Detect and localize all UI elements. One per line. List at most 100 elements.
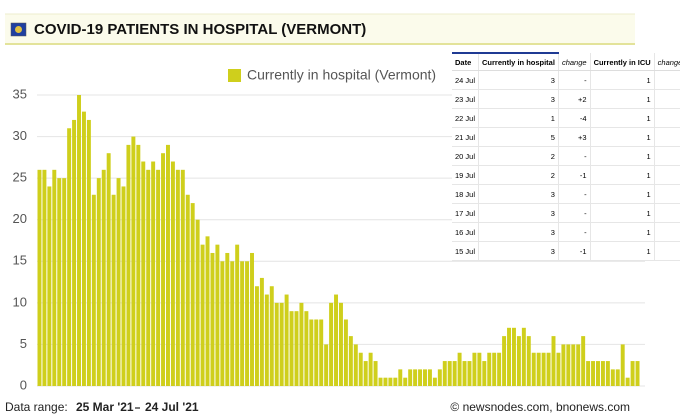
bar	[57, 178, 62, 386]
bar	[531, 352, 536, 386]
bar	[200, 244, 205, 386]
table-header-cell: Currently in ICU	[589, 53, 655, 71]
table-cell: -	[653, 184, 680, 204]
y-tick-label: 10	[13, 294, 27, 309]
bar	[615, 369, 620, 386]
bar	[432, 377, 437, 386]
bar	[166, 144, 170, 386]
table-cell: -	[557, 222, 591, 242]
table-cell: 1	[478, 108, 559, 128]
bar	[81, 111, 86, 386]
table-cell: 3	[478, 203, 559, 223]
table-cell: 1	[589, 203, 655, 223]
bar	[348, 336, 353, 386]
table-cell: 3	[478, 241, 559, 261]
bar	[393, 377, 398, 386]
table-cell: -4	[557, 108, 591, 128]
y-tick-label: 25	[13, 170, 27, 185]
bar	[477, 352, 482, 386]
bar	[52, 169, 57, 386]
bar	[151, 161, 156, 386]
bar	[329, 302, 334, 386]
table-header-cell: Currently in hospital	[478, 52, 559, 71]
bar	[235, 244, 240, 386]
bar	[591, 361, 596, 386]
data-range-label: Data range:	[5, 400, 68, 414]
bar	[299, 302, 304, 386]
bar	[91, 194, 96, 386]
table-cell: -	[653, 241, 680, 261]
table-cell: -	[653, 108, 680, 128]
bar	[457, 352, 462, 386]
bar	[383, 377, 388, 386]
table-cell: 22 Jul	[452, 108, 479, 128]
table-cell: -	[653, 146, 680, 166]
source: © newsnodes.com, bnonews.com	[450, 400, 630, 414]
table-cell: +2	[557, 89, 591, 109]
bar	[363, 361, 368, 386]
bar	[37, 169, 42, 386]
bar	[526, 336, 531, 386]
bar	[546, 352, 551, 386]
bar	[62, 178, 67, 386]
chart-title: COVID-19 PATIENTS IN HOSPITAL (VERMONT)	[34, 21, 366, 38]
bar	[319, 319, 324, 386]
title-bar	[5, 14, 635, 44]
table-cell: -	[653, 203, 680, 223]
bar	[86, 119, 91, 386]
bar	[561, 344, 566, 386]
table-cell: 1	[589, 222, 655, 242]
bar	[47, 186, 52, 386]
bar	[274, 302, 279, 386]
bar	[358, 352, 363, 386]
bar	[205, 236, 210, 386]
bar	[338, 302, 343, 386]
bar	[141, 161, 146, 386]
table-header-cell: Date	[452, 52, 479, 71]
bar	[373, 361, 378, 386]
bar	[586, 361, 591, 386]
bar	[42, 169, 47, 386]
bar	[77, 95, 81, 386]
bar	[146, 169, 151, 386]
bar	[334, 294, 339, 386]
bar	[111, 194, 116, 386]
table-cell: 1	[589, 184, 655, 204]
table-cell: 1	[589, 127, 655, 147]
bar	[423, 369, 427, 386]
bar	[635, 361, 640, 386]
bar	[161, 153, 166, 386]
bar	[630, 361, 635, 386]
table-cell: 3	[478, 89, 559, 109]
table-cell: 16 Jul	[452, 222, 479, 242]
bar	[225, 252, 230, 386]
bar	[121, 186, 126, 386]
bar	[492, 352, 497, 386]
start-date: 25 Mar '21	[76, 400, 134, 414]
table-cell: 1	[589, 70, 655, 90]
table-cell: 17 Jul	[452, 203, 479, 223]
bar	[581, 336, 586, 386]
bar	[101, 169, 106, 386]
bar	[67, 128, 72, 386]
bar	[240, 261, 245, 386]
bar	[309, 319, 314, 386]
table-cell: -	[653, 222, 680, 242]
table-cell: 24 Jul	[452, 70, 479, 90]
bar	[576, 344, 581, 386]
bar	[472, 352, 477, 386]
table-cell: -1	[557, 241, 591, 261]
bar	[413, 369, 418, 386]
y-tick-label: 35	[13, 86, 27, 101]
bar	[625, 377, 630, 386]
bar	[116, 178, 121, 386]
bar	[596, 361, 600, 386]
table-cell: 1	[589, 89, 655, 109]
bar	[605, 361, 610, 386]
